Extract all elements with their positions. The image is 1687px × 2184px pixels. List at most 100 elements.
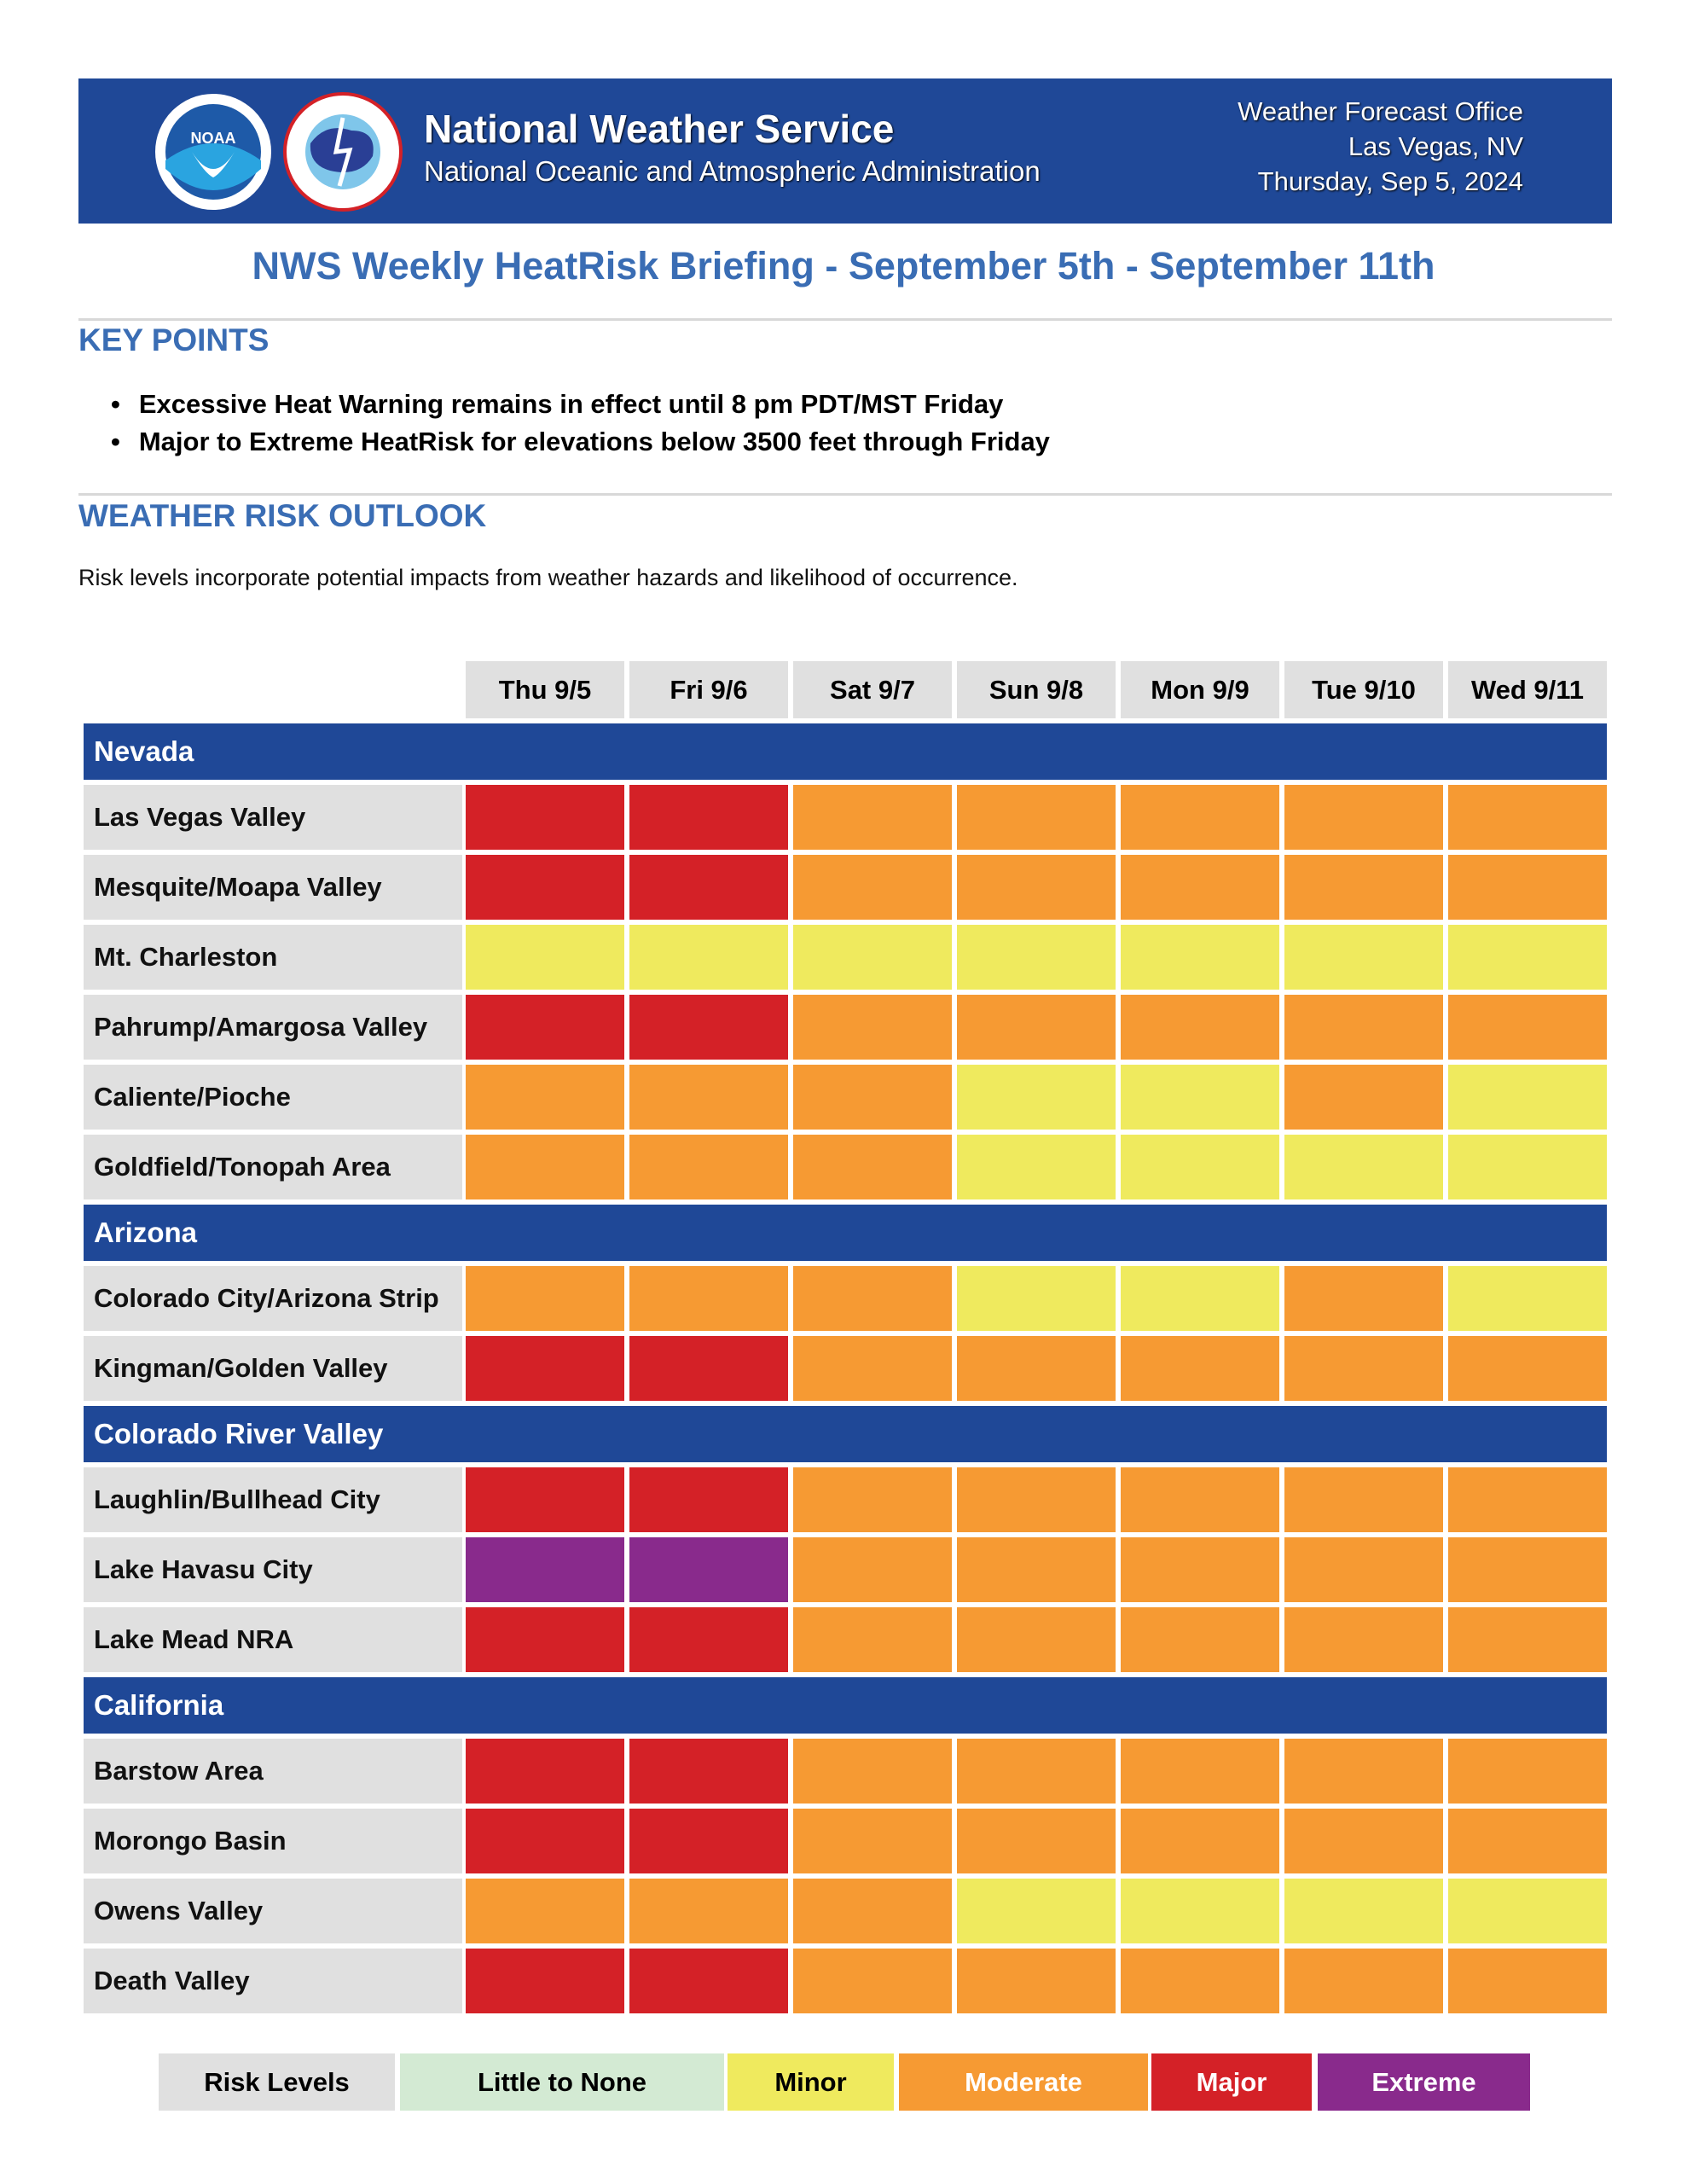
risk-cell-moderate [957,1607,1116,1672]
header-banner: NOAA National Weather Service National O… [78,78,1612,224]
risk-cell-minor [957,1065,1116,1130]
risk-cell-moderate [629,1065,788,1130]
risk-cell-minor [957,1879,1116,1943]
area-label: Las Vegas Valley [84,785,462,850]
risk-cell-minor [1284,1135,1443,1199]
risk-cell-moderate [1284,1065,1443,1130]
risk-cell-major [629,995,788,1060]
risk-cell-major [629,1467,788,1532]
risk-cell-moderate [1121,1336,1279,1401]
agency-subtitle: National Oceanic and Atmospheric Adminis… [424,155,1041,187]
risk-cell-moderate [793,1336,952,1401]
risk-cell-minor [629,925,788,990]
agency-title: National Weather Service [424,107,895,151]
risk-cell-moderate [793,1607,952,1672]
risk-cell-moderate [629,1135,788,1199]
table-row: Barstow Area [84,1739,1607,1804]
risk-cell-moderate [793,1065,952,1130]
risk-cell-moderate [793,1266,952,1331]
risk-cell-major [629,855,788,920]
key-points-list: Excessive Heat Warning remains in effect… [111,386,1050,461]
legend-minor: Minor [728,2053,894,2111]
area-label: Colorado City/Arizona Strip [84,1266,462,1331]
risk-cell-moderate [1448,1537,1607,1602]
risk-cell-moderate [1121,995,1279,1060]
day-header: Thu 9/5 [466,661,624,718]
area-label: Lake Havasu City [84,1537,462,1602]
risk-cell-major [466,1949,624,2013]
risk-cell-moderate [1448,785,1607,850]
risk-cell-moderate [793,1467,952,1532]
risk-cell-moderate [957,1949,1116,2013]
risk-cell-moderate [1284,1467,1443,1532]
day-header-row: Thu 9/5 Fri 9/6 Sat 9/7 Sun 9/8 Mon 9/9 Tue 9… [84,661,1607,718]
risk-cell-moderate [793,1537,952,1602]
area-label: Laughlin/Bullhead City [84,1467,462,1532]
region-header: Arizona [84,1205,1607,1261]
risk-cell-minor [1448,1135,1607,1199]
risk-cell-moderate [1448,855,1607,920]
area-label: Lake Mead NRA [84,1607,462,1672]
risk-cell-major [629,1809,788,1873]
key-point: Excessive Heat Warning remains in effect… [111,386,1050,423]
risk-cell-minor [466,925,624,990]
risk-cell-moderate [1121,1467,1279,1532]
risk-cell-minor [1448,1266,1607,1331]
risk-cell-moderate [1448,1336,1607,1401]
risk-cell-major [629,785,788,850]
risk-cell-moderate [1284,1949,1443,2013]
risk-cell-minor [1121,1135,1279,1199]
area-label: Owens Valley [84,1879,462,1943]
risk-cell-minor [1284,1879,1443,1943]
table-row: Lake Mead NRA [84,1607,1607,1672]
risk-cell-moderate [1121,1809,1279,1873]
table-row: Mesquite/Moapa Valley [84,855,1607,920]
table-row: Caliente/Pioche [84,1065,1607,1130]
risk-cell-moderate [1284,1336,1443,1401]
risk-cell-moderate [793,1739,952,1804]
office-name: Weather Forecast Office [1238,96,1523,126]
page-title: NWS Weekly HeatRisk Briefing - September… [252,244,1435,288]
area-label: Pahrump/Amargosa Valley [84,995,462,1060]
risk-cell-minor [1448,925,1607,990]
risk-cell-minor [1121,1065,1279,1130]
divider [78,318,1612,321]
risk-cell-moderate [1284,1809,1443,1873]
risk-cell-moderate [466,1266,624,1331]
risk-cell-minor [1284,925,1443,990]
legend-extreme: Extreme [1318,2053,1530,2111]
risk-cell-moderate [793,855,952,920]
risk-cell-major [466,1739,624,1804]
table-row: Colorado City/Arizona Strip [84,1266,1607,1331]
risk-cell-moderate [793,1879,952,1943]
heatrisk-table: Thu 9/5 Fri 9/6 Sat 9/7 Sun 9/8 Mon 9/9 Tue 9… [84,661,1607,2018]
risk-cell-moderate [957,1739,1116,1804]
risk-cell-minor [793,925,952,990]
risk-cell-minor [1448,1065,1607,1130]
risk-cell-major [629,1607,788,1672]
risk-cell-moderate [957,855,1116,920]
risk-cell-moderate [793,1135,952,1199]
table-row: Owens Valley [84,1879,1607,1943]
office-info: Weather Forecast Office Las Vegas, NV Th… [1238,94,1523,199]
risk-cell-moderate [1284,1607,1443,1672]
region-header: California [84,1677,1607,1734]
risk-cell-moderate [1121,1607,1279,1672]
risk-cell-moderate [1121,785,1279,850]
area-label: Mesquite/Moapa Valley [84,855,462,920]
risk-cell-extreme [466,1537,624,1602]
briefing-date: Thursday, Sep 5, 2024 [1257,166,1523,196]
risk-cell-moderate [1284,1739,1443,1804]
risk-cell-moderate [466,1879,624,1943]
table-row: Goldfield/Tonopah Area [84,1135,1607,1199]
risk-cell-major [466,1467,624,1532]
key-point: Major to Extreme HeatRisk for elevations… [111,423,1050,461]
risk-cell-minor [1121,925,1279,990]
area-label: Mt. Charleston [84,925,462,990]
risk-cell-minor [957,1266,1116,1331]
risk-cell-moderate [1121,855,1279,920]
risk-cell-moderate [793,1949,952,2013]
risk-cell-major [629,1739,788,1804]
area-label: Kingman/Golden Valley [84,1336,462,1401]
day-header: Sat 9/7 [793,661,952,718]
